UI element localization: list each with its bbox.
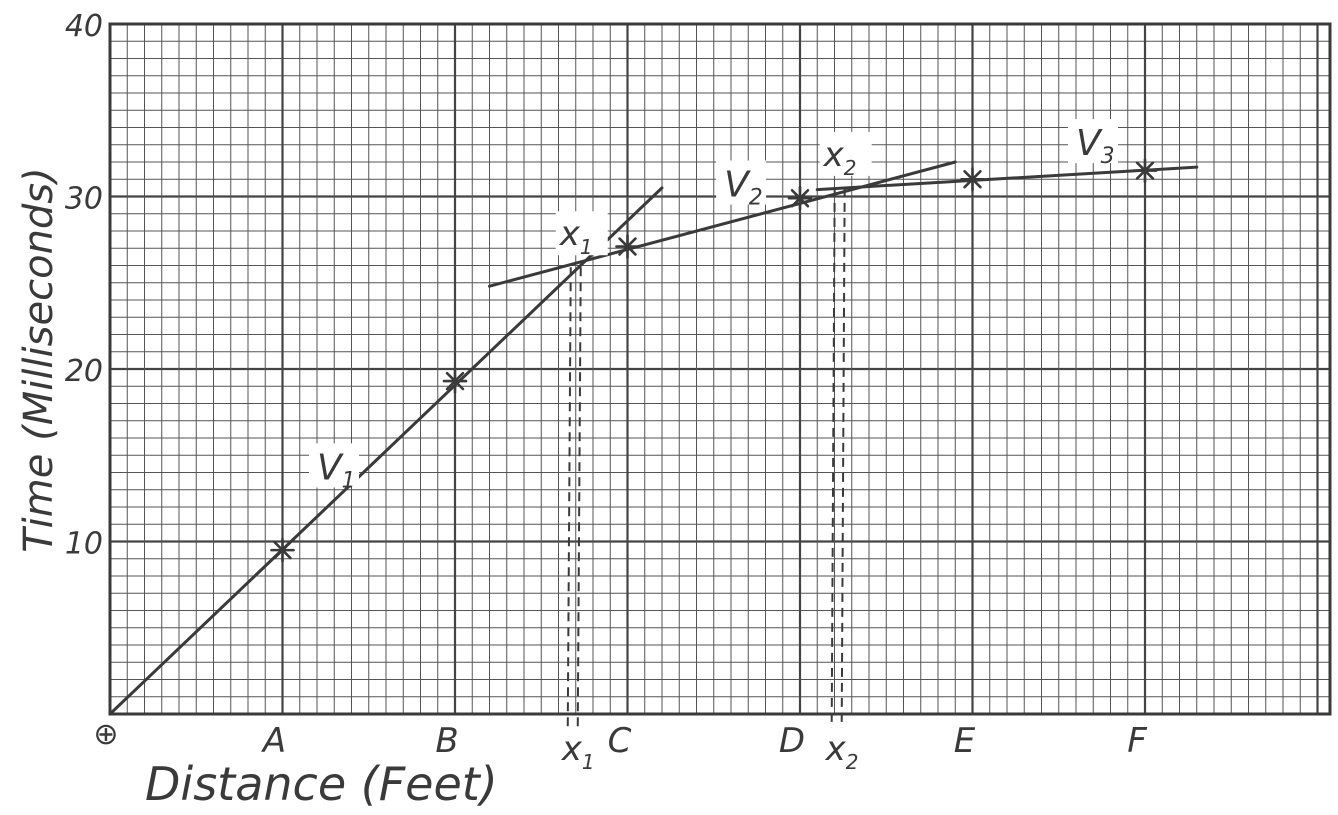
crossover-label-x2: x2 xyxy=(823,135,857,180)
x-tick-label: A xyxy=(261,721,286,761)
crossover-drop-x1 xyxy=(576,267,582,729)
segment-label-v2: V2 xyxy=(724,165,763,211)
y-tick-label: 20 xyxy=(65,354,103,389)
crossover-axis-label-x1: x1 xyxy=(561,729,595,774)
y-tick-label: 10 xyxy=(65,527,103,562)
x-tick-label: F xyxy=(1127,721,1147,761)
data-points xyxy=(270,158,1158,563)
crossover-drop-x2 xyxy=(830,187,836,729)
segment-label-v1: V1 xyxy=(317,447,356,493)
segment-labels: V1 V2 V3 xyxy=(309,119,1118,493)
crossover-drop-x1 xyxy=(566,267,572,729)
data-point xyxy=(615,234,640,259)
data-point xyxy=(442,368,468,394)
y-tick-labels: 10 20 30 40 xyxy=(65,9,103,562)
crossover-drop-x2 xyxy=(840,187,846,729)
data-point xyxy=(960,166,985,192)
x-tick-label: B xyxy=(435,721,458,761)
segment-line-v1 xyxy=(108,186,664,716)
x-tick-labels: A B C D E F xyxy=(261,721,1147,761)
crossover-axis-label-x2: x2 xyxy=(825,729,859,774)
y-tick-label: 30 xyxy=(65,182,103,217)
data-point xyxy=(270,537,295,563)
x-tick-label: E xyxy=(954,721,976,761)
x-axis-label: Distance (Feet) xyxy=(145,757,498,811)
x-tick-label: D xyxy=(779,721,805,761)
y-tick-label: 40 xyxy=(65,9,103,44)
data-point xyxy=(787,185,813,211)
crossover-labels: x1 x1 x2 x2 xyxy=(555,131,872,774)
plot-frame xyxy=(108,22,1332,716)
plot-grid xyxy=(108,22,1330,716)
crossover-drop-lines xyxy=(566,187,846,729)
segment-label-v3: V3 xyxy=(1076,123,1115,169)
origin-label: ⊕ xyxy=(93,717,118,752)
crossover-label-x1: x1 xyxy=(559,214,593,259)
x-tick-label: C xyxy=(608,721,632,761)
segment-line-v2 xyxy=(488,160,957,288)
y-axis-label: Time (Milliseconds) xyxy=(16,167,62,553)
data-point xyxy=(1132,158,1158,183)
